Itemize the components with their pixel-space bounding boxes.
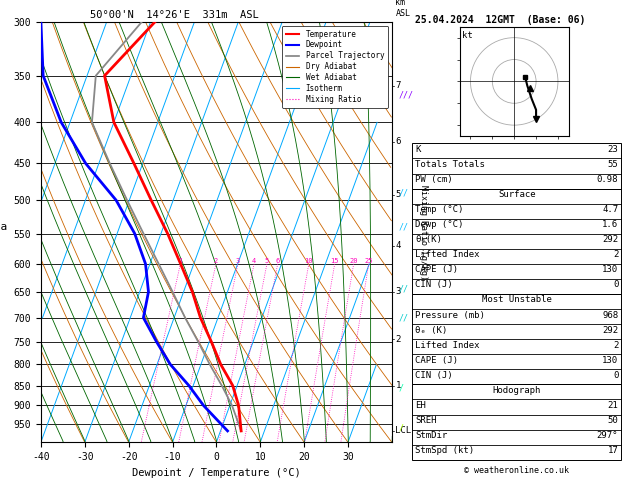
Text: /: / bbox=[399, 423, 404, 433]
Text: ///: /// bbox=[399, 90, 414, 100]
Text: Totals Totals: Totals Totals bbox=[415, 160, 485, 169]
Text: 297°: 297° bbox=[597, 431, 618, 440]
Text: 0: 0 bbox=[613, 280, 618, 290]
Text: 968: 968 bbox=[602, 311, 618, 320]
Text: Most Unstable: Most Unstable bbox=[482, 295, 552, 305]
Text: 4: 4 bbox=[252, 258, 256, 264]
Text: 2: 2 bbox=[396, 335, 401, 344]
Text: 3: 3 bbox=[396, 287, 401, 296]
Text: PW (cm): PW (cm) bbox=[415, 175, 453, 184]
Text: 50: 50 bbox=[608, 416, 618, 425]
Text: CIN (J): CIN (J) bbox=[415, 371, 453, 380]
Text: 25: 25 bbox=[364, 258, 373, 264]
Text: SREH: SREH bbox=[415, 416, 437, 425]
Text: 292: 292 bbox=[602, 326, 618, 335]
Text: 5: 5 bbox=[265, 258, 269, 264]
Text: km
ASL: km ASL bbox=[396, 0, 410, 17]
Text: Lifted Index: Lifted Index bbox=[415, 341, 480, 350]
Text: 17: 17 bbox=[608, 446, 618, 455]
Text: 130: 130 bbox=[602, 265, 618, 275]
Text: 25.04.2024  12GMT  (Base: 06): 25.04.2024 12GMT (Base: 06) bbox=[415, 15, 586, 25]
Text: //: // bbox=[399, 223, 409, 232]
Text: © weatheronline.co.uk: © weatheronline.co.uk bbox=[464, 466, 569, 475]
Text: 5: 5 bbox=[396, 190, 401, 199]
Text: 6: 6 bbox=[276, 258, 280, 264]
Text: 21: 21 bbox=[608, 401, 618, 410]
Text: kt: kt bbox=[462, 31, 472, 40]
Text: 23: 23 bbox=[608, 145, 618, 154]
Text: 2: 2 bbox=[214, 258, 218, 264]
Text: /: / bbox=[399, 383, 404, 392]
Text: 0.98: 0.98 bbox=[597, 175, 618, 184]
Text: 4.7: 4.7 bbox=[602, 205, 618, 214]
Title: 50°00'N  14°26'E  331m  ASL: 50°00'N 14°26'E 331m ASL bbox=[90, 10, 259, 20]
Text: LCL: LCL bbox=[396, 426, 411, 435]
Text: 1: 1 bbox=[178, 258, 182, 264]
Legend: Temperature, Dewpoint, Parcel Trajectory, Dry Adiabat, Wet Adiabat, Isotherm, Mi: Temperature, Dewpoint, Parcel Trajectory… bbox=[282, 26, 388, 108]
Text: Surface: Surface bbox=[498, 190, 535, 199]
Text: //: // bbox=[399, 285, 409, 294]
Text: Hodograph: Hodograph bbox=[493, 386, 541, 395]
Text: 0: 0 bbox=[613, 371, 618, 380]
Text: 6: 6 bbox=[396, 138, 401, 146]
Text: 55: 55 bbox=[608, 160, 618, 169]
Text: Temp (°C): Temp (°C) bbox=[415, 205, 464, 214]
Text: //: // bbox=[399, 189, 409, 198]
Text: StmSpd (kt): StmSpd (kt) bbox=[415, 446, 474, 455]
Text: 292: 292 bbox=[602, 235, 618, 244]
Text: 2: 2 bbox=[613, 341, 618, 350]
Text: CAPE (J): CAPE (J) bbox=[415, 356, 458, 365]
Text: 15: 15 bbox=[330, 258, 339, 264]
Text: EH: EH bbox=[415, 401, 426, 410]
Text: 20: 20 bbox=[350, 258, 358, 264]
Text: 10: 10 bbox=[304, 258, 313, 264]
Text: 1: 1 bbox=[396, 381, 401, 390]
Text: CAPE (J): CAPE (J) bbox=[415, 265, 458, 275]
Text: 130: 130 bbox=[602, 356, 618, 365]
Text: K: K bbox=[415, 145, 421, 154]
Text: CIN (J): CIN (J) bbox=[415, 280, 453, 290]
Text: Mixing Ratio (g/kg): Mixing Ratio (g/kg) bbox=[419, 185, 428, 279]
Text: Dewp (°C): Dewp (°C) bbox=[415, 220, 464, 229]
X-axis label: Dewpoint / Temperature (°C): Dewpoint / Temperature (°C) bbox=[132, 468, 301, 478]
Text: StmDir: StmDir bbox=[415, 431, 447, 440]
Text: 2: 2 bbox=[613, 250, 618, 260]
Y-axis label: hPa: hPa bbox=[0, 222, 7, 232]
Text: 7: 7 bbox=[396, 81, 401, 90]
Text: 1.6: 1.6 bbox=[602, 220, 618, 229]
Text: θₑ (K): θₑ (K) bbox=[415, 326, 447, 335]
Text: Lifted Index: Lifted Index bbox=[415, 250, 480, 260]
Text: 4: 4 bbox=[396, 242, 401, 250]
Text: θₑ(K): θₑ(K) bbox=[415, 235, 442, 244]
Text: Pressure (mb): Pressure (mb) bbox=[415, 311, 485, 320]
Text: //: // bbox=[399, 313, 409, 322]
Text: 3: 3 bbox=[236, 258, 240, 264]
